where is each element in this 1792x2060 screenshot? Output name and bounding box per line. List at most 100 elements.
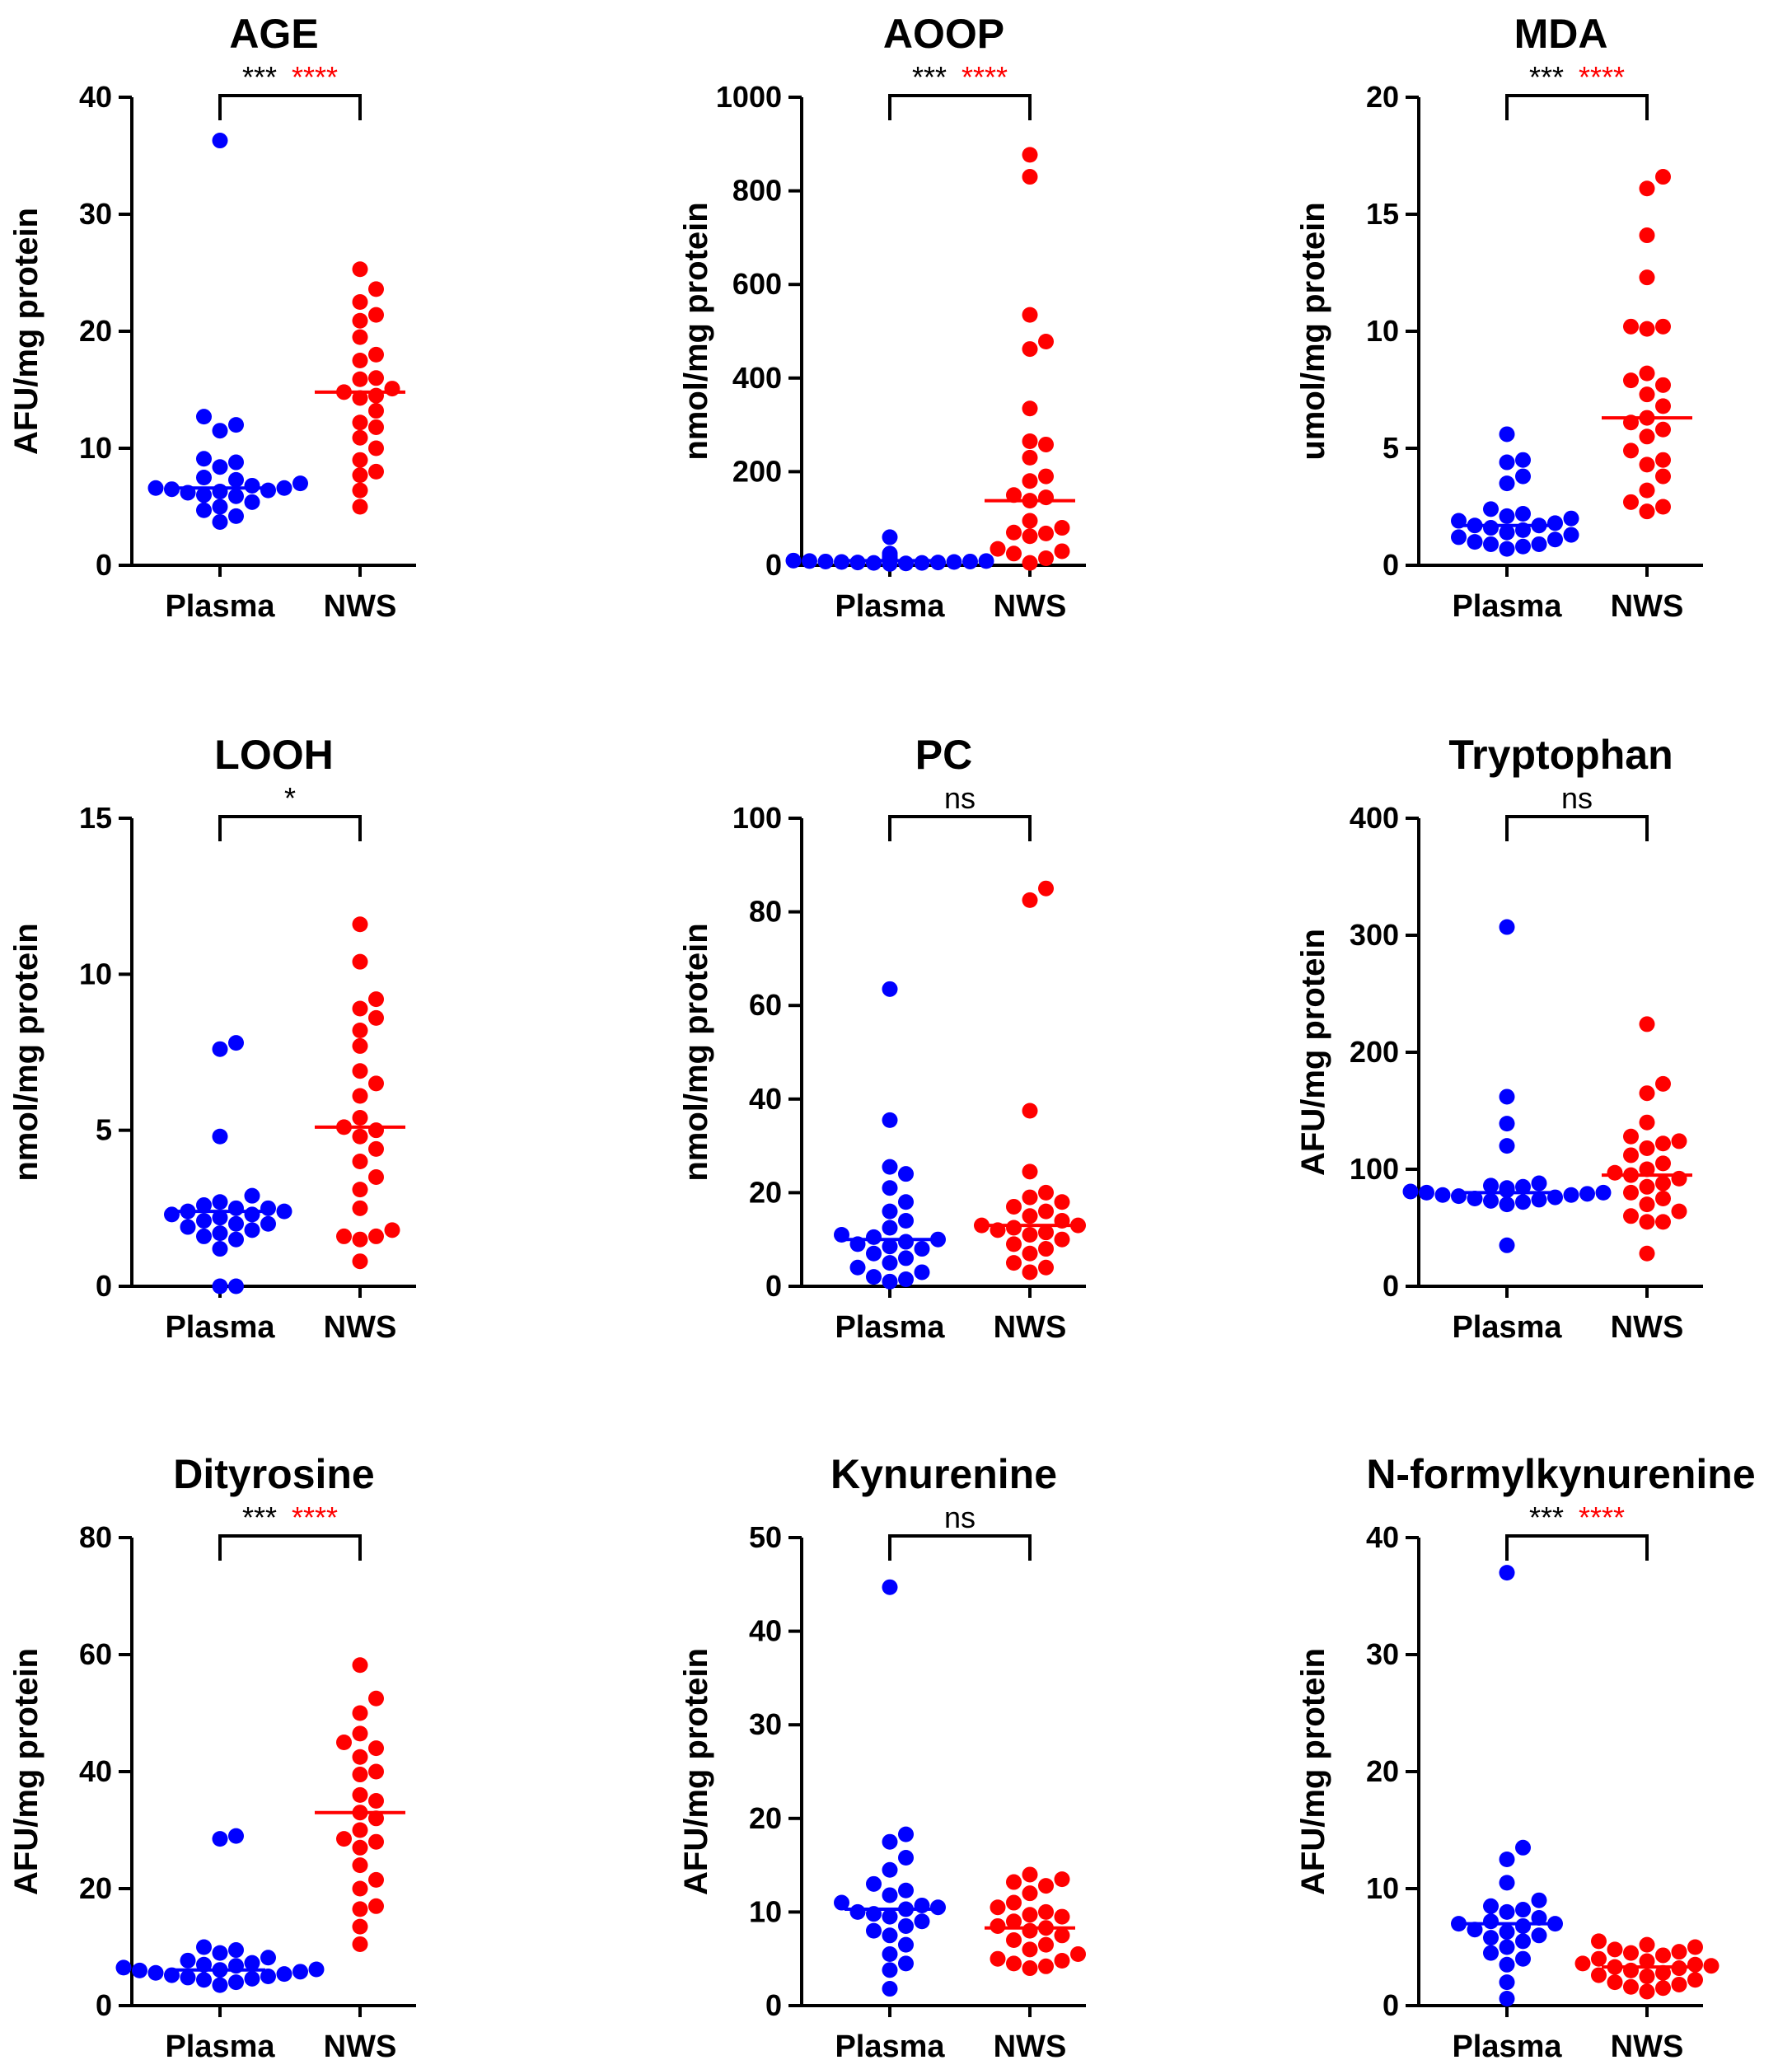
data-point-nws [352,1088,368,1104]
data-point-plasma [898,1850,914,1866]
data-point-plasma [212,459,228,475]
data-point-plasma [882,1908,898,1925]
data-point-nws [1623,1945,1639,1961]
data-point-nws [1022,1960,1038,1977]
data-point-nws [1006,1220,1022,1236]
data-point-nws [1607,1164,1623,1181]
data-point-plasma [1515,1178,1531,1195]
significance-bracket [218,815,362,841]
data-point-nws [352,1154,368,1170]
data-point-nws [1006,1198,1022,1215]
data-point-plasma [212,1041,228,1057]
data-point-plasma [962,553,978,569]
data-point-plasma [898,1826,914,1842]
data-point-nws [990,1950,1006,1967]
data-point-nws [1623,494,1639,510]
data-point-nws [1022,1245,1038,1262]
data-point-nws [1671,1976,1687,1992]
data-point-plasma [212,1225,228,1242]
data-point-nws [1639,456,1655,473]
data-point-nws [1038,1903,1054,1920]
data-point-nws [352,1880,368,1897]
data-point-nws [1038,1241,1054,1257]
data-point-nws [1623,1128,1639,1145]
y-tick-label: 20 [79,314,112,348]
data-point-plasma [1499,1089,1515,1105]
data-point-nws [990,541,1006,557]
data-point-nws [1006,1874,1022,1890]
data-point-plasma [882,1273,898,1290]
data-point-nws [1687,1939,1703,1955]
data-point-nws [1655,1155,1671,1172]
y-axis-label: AFU/mg protein [1295,929,1331,1176]
data-point-nws [368,1075,384,1092]
y-tick-label: 50 [749,1520,782,1554]
y-tick-label: 20 [749,1175,782,1209]
data-point-plasma [1515,506,1531,522]
data-point-plasma [1467,1922,1483,1938]
significance-label: *** **** [912,60,1008,94]
data-point-nws [1639,386,1655,403]
data-point-nws [352,1000,368,1017]
data-point-nws [1655,1964,1671,1981]
data-point-nws [1038,1184,1054,1201]
data-point-nws [1655,1947,1671,1964]
data-point-nws [1054,1231,1070,1248]
data-point-plasma [898,1250,914,1266]
data-point-plasma [866,1269,882,1285]
data-point-plasma [1499,1138,1515,1154]
data-point-nws [1006,1913,1022,1930]
data-point-plasma [196,502,212,518]
y-tick-label: 10 [79,431,112,465]
y-tick-label: 600 [732,267,782,301]
y-tick-label: 400 [1350,801,1399,835]
data-point-plasma [228,454,244,471]
data-point-plasma [1563,1187,1579,1203]
chart-title: MDA [1514,11,1608,57]
data-point-nws [368,370,384,386]
data-point-nws [1022,307,1038,323]
y-tick-label: 30 [749,1707,782,1741]
data-point-nws [368,1168,384,1185]
data-point-plasma [930,1231,946,1248]
data-point-plasma [1499,1903,1515,1920]
data-point-plasma [882,1962,898,1978]
data-point-nws [1655,421,1671,438]
data-point-plasma [196,1939,212,1955]
significance-marker: *** [242,1501,277,1534]
data-point-plasma [882,529,898,545]
significance-marker: **** [292,60,338,94]
data-point-nws [1591,1950,1607,1967]
data-point-nws [1639,1983,1655,2000]
data-point-plasma [866,1229,882,1245]
data-point-nws [1655,499,1671,515]
data-point-plasma [260,1200,276,1216]
y-axis-label: AFU/mg protein [8,1648,44,1895]
data-point-nws [1607,1974,1623,1991]
data-point-plasma [292,1964,308,1980]
data-point-plasma [914,1241,930,1257]
data-point-nws [1022,1922,1038,1939]
data-point-plasma [898,1917,914,1934]
data-point-plasma [882,1927,898,1944]
data-point-nws [1671,1133,1687,1149]
data-point-nws [1022,1885,1038,1902]
significance-label: ns [944,1501,976,1534]
x-category-label: Plasma [165,2030,275,2060]
data-point-plasma [898,1166,914,1182]
data-point-nws [1038,1224,1054,1241]
significance-bracket [218,1534,362,1561]
data-point-plasma [132,1962,147,1978]
significance-marker: **** [1579,1501,1625,1534]
data-point-nws [352,916,368,933]
y-axis-label: nmol/mg protein [8,923,44,1181]
data-point-plasma [866,1922,882,1939]
data-point-plasma [244,477,260,494]
data-point-plasma [1499,1924,1515,1941]
significance-label: * [284,781,296,815]
data-point-plasma [882,1220,898,1236]
data-point-nws [1054,1952,1070,1969]
data-point-plasma [946,554,962,570]
